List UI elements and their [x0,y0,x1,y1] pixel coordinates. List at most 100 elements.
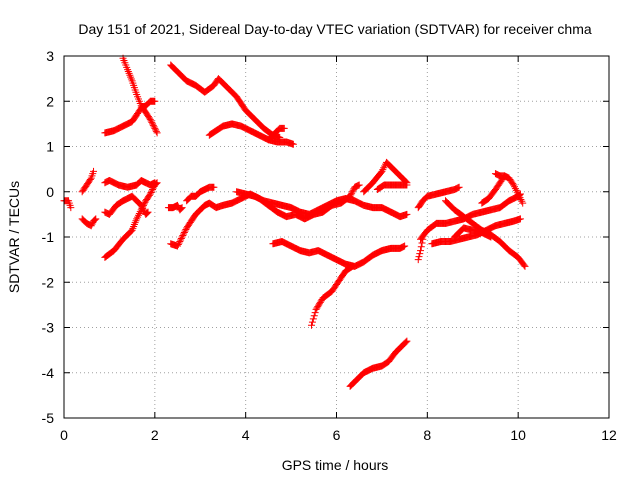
y-tick-label: 0 [46,184,54,200]
data-point [378,167,386,175]
data-point [151,124,159,132]
data-point [348,263,356,271]
data-series [346,337,411,390]
data-point [519,199,527,207]
data-point [87,222,95,230]
data-point [512,186,520,194]
data-point [134,211,142,219]
data-series [373,181,411,193]
y-axis-label: SDTVAR / TECUs [6,181,22,293]
data-point [133,215,141,223]
x-axis-label: GPS time / hours [282,457,389,473]
data-series [183,183,218,205]
data-point [143,210,151,218]
data-point [380,164,388,172]
data-point [151,97,159,105]
data-point [148,187,156,195]
data-point [88,220,96,228]
data-point [152,127,160,135]
data-point [415,253,423,261]
data-point [139,204,147,212]
data-point [174,242,182,250]
x-tick-label: 2 [151,427,159,443]
y-tick-label: -1 [42,229,55,245]
data-point [401,339,409,347]
data-point [174,241,182,249]
data-point [379,166,387,174]
x-tick-label: 8 [423,427,431,443]
data-point [178,204,186,212]
data-point [280,124,288,132]
data-point [515,192,523,200]
data-point [514,190,522,198]
data-point [510,181,518,189]
data-point [348,188,356,196]
data-point [487,233,495,241]
data-point [355,181,363,189]
data-point [516,215,524,223]
data-point [126,228,134,236]
y-tick-label: 2 [46,93,54,109]
data-series [101,176,159,191]
data-point [416,250,424,258]
y-tick-label: -3 [42,320,55,336]
data-point [67,204,75,212]
data-series [60,197,75,212]
data-point [177,235,185,243]
data-point [180,230,188,238]
data-series [308,262,356,329]
data-series [78,167,98,196]
data-point [511,185,519,193]
data-point [177,204,185,212]
data-point [308,321,316,329]
x-tick-label: 0 [60,427,68,443]
data-series [414,235,427,264]
data-point [403,337,411,345]
chart-title: Day 151 of 2021, Sidereal Day-to-day VTE… [78,21,591,37]
data-point [150,123,158,131]
data-point [137,201,145,209]
data-point [90,167,98,175]
data-point [310,312,318,320]
data-point [289,140,297,148]
data-point [308,318,316,326]
data-point [418,239,426,247]
data-point [403,210,411,218]
data-series [164,201,186,214]
y-tick-label: 3 [46,48,54,64]
data-series [491,170,527,207]
data-series [451,224,495,241]
data-point [153,129,161,137]
data-point [417,243,425,251]
x-tick-label: 4 [242,427,250,443]
data-point [177,236,185,244]
data-point [135,209,143,217]
data-point [181,227,189,235]
data-series [233,188,411,221]
x-tick-label: 12 [601,427,617,443]
data-point [348,262,356,270]
data-point [511,183,519,191]
data-point [377,168,385,176]
x-tick-label: 10 [510,427,526,443]
data-point [520,261,528,269]
data-point [138,203,146,211]
y-tick-label: -4 [42,365,55,381]
data-point [455,183,463,191]
data-series [119,54,161,137]
data-point [417,247,425,255]
data-point [147,189,155,197]
y-tick-label: -2 [42,274,55,290]
data-point [516,194,524,202]
data-point [151,179,159,187]
data-point [309,315,317,323]
data-point [178,233,186,241]
data-point [139,206,147,214]
x-tick-label: 6 [333,427,341,443]
data-point [146,190,154,198]
data-point [86,176,94,184]
data-series [101,192,152,218]
data-point [402,338,410,346]
